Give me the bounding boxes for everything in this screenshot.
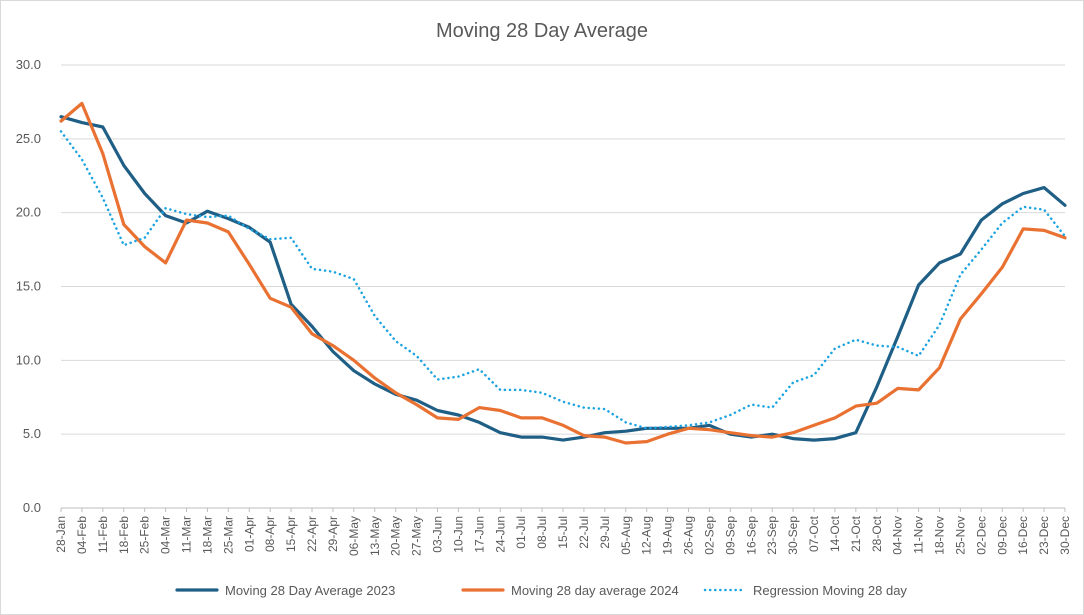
x-tick-label: 04-Nov — [891, 516, 905, 555]
x-tick-label: 19-Aug — [661, 516, 675, 555]
x-tick-label: 25-Mar — [221, 516, 235, 554]
x-tick-label: 22-Apr — [305, 516, 319, 552]
x-tick-label: 09-Sep — [723, 516, 737, 555]
x-tick-label: 01-Jul — [514, 516, 528, 549]
x-tick-label: 09-Dec — [995, 516, 1009, 555]
x-tick-label: 01-Apr — [242, 516, 256, 552]
x-tick-label: 16-Sep — [744, 516, 758, 555]
x-tick-label: 04-Mar — [159, 516, 173, 554]
x-tick-label: 25-Feb — [138, 516, 152, 554]
x-tick-label: 25-Nov — [953, 516, 967, 555]
y-tick-label: 10.0 — [16, 352, 41, 367]
x-tick-label: 10-Jun — [451, 516, 465, 553]
x-tick-label: 28-Jan — [54, 516, 68, 553]
x-tick-label: 03-Jun — [431, 516, 445, 553]
chart-title: Moving 28 Day Average — [436, 20, 648, 42]
x-tick-label: 15-Jul — [556, 516, 570, 549]
y-tick-label: 30.0 — [16, 57, 41, 72]
x-tick-label: 16-Dec — [1016, 516, 1030, 555]
series-line-3 — [59, 130, 1067, 430]
x-tick-label: 24-Jun — [493, 516, 507, 553]
x-tick-label: 15-Apr — [284, 516, 298, 552]
x-tick-label: 11-Nov — [912, 516, 926, 554]
x-tick-label: 26-Aug — [682, 516, 696, 555]
legend: Moving 28 Day Average 2023 Moving 28 day … — [175, 583, 907, 598]
x-tick-label: 08-Jul — [535, 516, 549, 549]
legend-label-2: Moving 28 day average 2024 — [511, 583, 679, 598]
x-tick-label: 29-Apr — [326, 516, 340, 552]
x-tick-label: 18-Mar — [200, 516, 214, 554]
x-tick-label: 06-May — [347, 516, 361, 556]
x-tick-label: 12-Aug — [640, 516, 654, 555]
x-tick-label: 07-Oct — [807, 515, 821, 552]
x-tick-label: 18-Feb — [117, 516, 131, 554]
y-tick-label: 20.0 — [16, 205, 41, 220]
x-tick-label: 29-Jul — [598, 516, 612, 549]
x-tick-label: 02-Sep — [702, 516, 716, 555]
y-axis-ticks: 0.0 5.0 10.0 15.0 20.0 25.0 30.0 — [16, 57, 41, 515]
x-tick-label: 20-May — [389, 516, 403, 556]
gridlines — [61, 64, 1065, 509]
x-tick-label: 30-Dec — [1058, 516, 1072, 555]
x-tick-label: 23-Dec — [1037, 516, 1051, 555]
x-tick-label: 17-Jun — [472, 516, 486, 553]
x-axis-ticks: 28-Jan 04-Feb 11-Feb 18-Feb 25-Feb 04-Mar 11-M… — [54, 508, 1072, 556]
x-tick-label: 30-Sep — [786, 516, 800, 555]
x-tick-label: 21-Oct — [849, 515, 863, 552]
x-tick-label: 27-May — [410, 516, 424, 556]
y-tick-label: 0.0 — [23, 500, 41, 515]
x-tick-label: 11-Feb — [96, 516, 110, 553]
y-tick-label: 15.0 — [16, 279, 41, 294]
x-tick-label: 13-May — [368, 516, 382, 556]
x-tick-label: 11-Mar — [180, 516, 194, 553]
x-tick-label: 04-Feb — [75, 516, 89, 554]
legend-label-3: Regression Moving 28 day — [753, 583, 907, 598]
y-tick-label: 5.0 — [23, 426, 41, 441]
legend-label-1: Moving 28 Day Average 2023 — [225, 583, 395, 598]
x-tick-label: 02-Dec — [974, 516, 988, 555]
x-tick-label: 18-Nov — [933, 516, 947, 555]
x-tick-label: 14-Oct — [828, 515, 842, 552]
series-lines — [59, 101, 1067, 445]
y-tick-label: 25.0 — [16, 131, 41, 146]
x-tick-label: 28-Oct — [870, 515, 884, 552]
series-line-1 — [59, 115, 1067, 442]
x-tick-label: 23-Sep — [765, 516, 779, 555]
x-tick-label: 08-Apr — [263, 516, 277, 552]
x-tick-label: 22-Jul — [577, 516, 591, 549]
x-tick-label: 05-Aug — [619, 516, 633, 555]
series-line-2 — [59, 101, 1067, 445]
